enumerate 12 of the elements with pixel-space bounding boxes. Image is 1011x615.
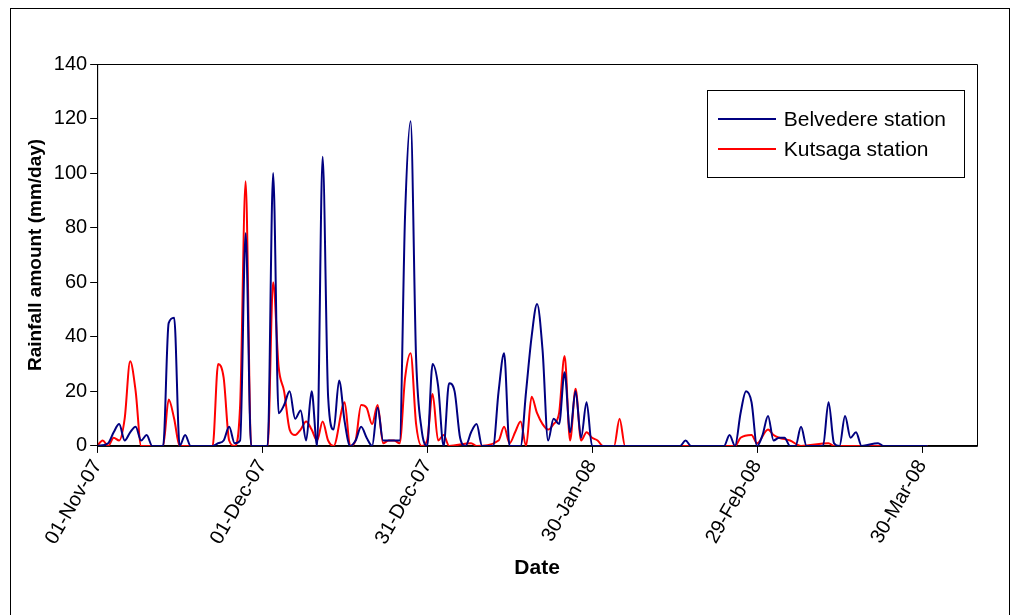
legend-label: Kutsaga station — [783, 137, 929, 161]
y-tick-label: 140 — [53, 51, 88, 74]
y-tick-label: 40 — [64, 324, 88, 347]
x-axis-title: Date — [514, 555, 560, 579]
y-tick-label: 100 — [53, 160, 88, 183]
y-axis-title: Rainfall amount (mm/day) — [23, 138, 45, 372]
y-tick-label: 20 — [64, 378, 88, 401]
legend-label: Belvedere station — [783, 107, 946, 131]
y-tick-label: 120 — [53, 106, 88, 129]
y-tick-label: 80 — [64, 215, 88, 238]
y-tick-label: 60 — [64, 269, 88, 292]
y-tick-label: 0 — [76, 433, 88, 456]
